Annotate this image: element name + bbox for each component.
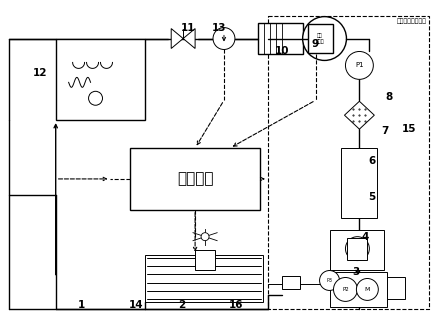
Polygon shape [344, 234, 374, 262]
Text: 2: 2 [178, 300, 186, 310]
Polygon shape [344, 101, 374, 129]
Circle shape [346, 51, 373, 79]
Polygon shape [183, 28, 195, 48]
Bar [258, 23, 303, 55]
Text: 14: 14 [129, 300, 144, 310]
Circle shape [88, 91, 102, 105]
Text: 7: 7 [381, 126, 389, 136]
Bar [342, 148, 377, 218]
Text: 8: 8 [385, 92, 393, 102]
Circle shape [346, 237, 369, 261]
Text: 5: 5 [368, 192, 375, 202]
Text: M: M [365, 287, 370, 292]
Text: P3: P3 [326, 278, 332, 283]
Bar [329, 230, 384, 269]
Bar [387, 277, 405, 299]
Text: 4: 4 [361, 232, 369, 242]
Bar [307, 24, 332, 54]
Bar [145, 255, 263, 302]
Bar [329, 272, 387, 307]
Text: 10: 10 [275, 46, 290, 56]
Text: 9: 9 [311, 39, 318, 49]
Text: 真空
脱气罐: 真空 脱气罐 [315, 33, 324, 44]
Text: 6: 6 [368, 157, 375, 166]
Circle shape [213, 27, 235, 49]
Text: 内部处理净化系统: 内部处理净化系统 [397, 19, 427, 24]
Text: 11: 11 [181, 23, 196, 33]
Text: 12: 12 [33, 68, 47, 78]
Text: 1: 1 [78, 300, 85, 310]
Bar [195, 250, 215, 269]
Text: 控制单元: 控制单元 [177, 172, 213, 186]
Bar [282, 276, 300, 289]
Bar [347, 238, 367, 260]
Circle shape [201, 233, 209, 241]
Text: 16: 16 [229, 300, 244, 310]
Text: 15: 15 [402, 124, 416, 134]
Polygon shape [171, 28, 183, 48]
Circle shape [333, 277, 357, 301]
Text: 3: 3 [353, 267, 360, 277]
Bar [268, 16, 429, 309]
Circle shape [303, 16, 346, 60]
Text: 13: 13 [212, 23, 226, 33]
Text: P2: P2 [342, 287, 349, 292]
Text: P1: P1 [355, 62, 364, 68]
Circle shape [320, 271, 339, 290]
Bar [56, 38, 145, 120]
Circle shape [357, 278, 378, 300]
Bar [131, 148, 260, 210]
